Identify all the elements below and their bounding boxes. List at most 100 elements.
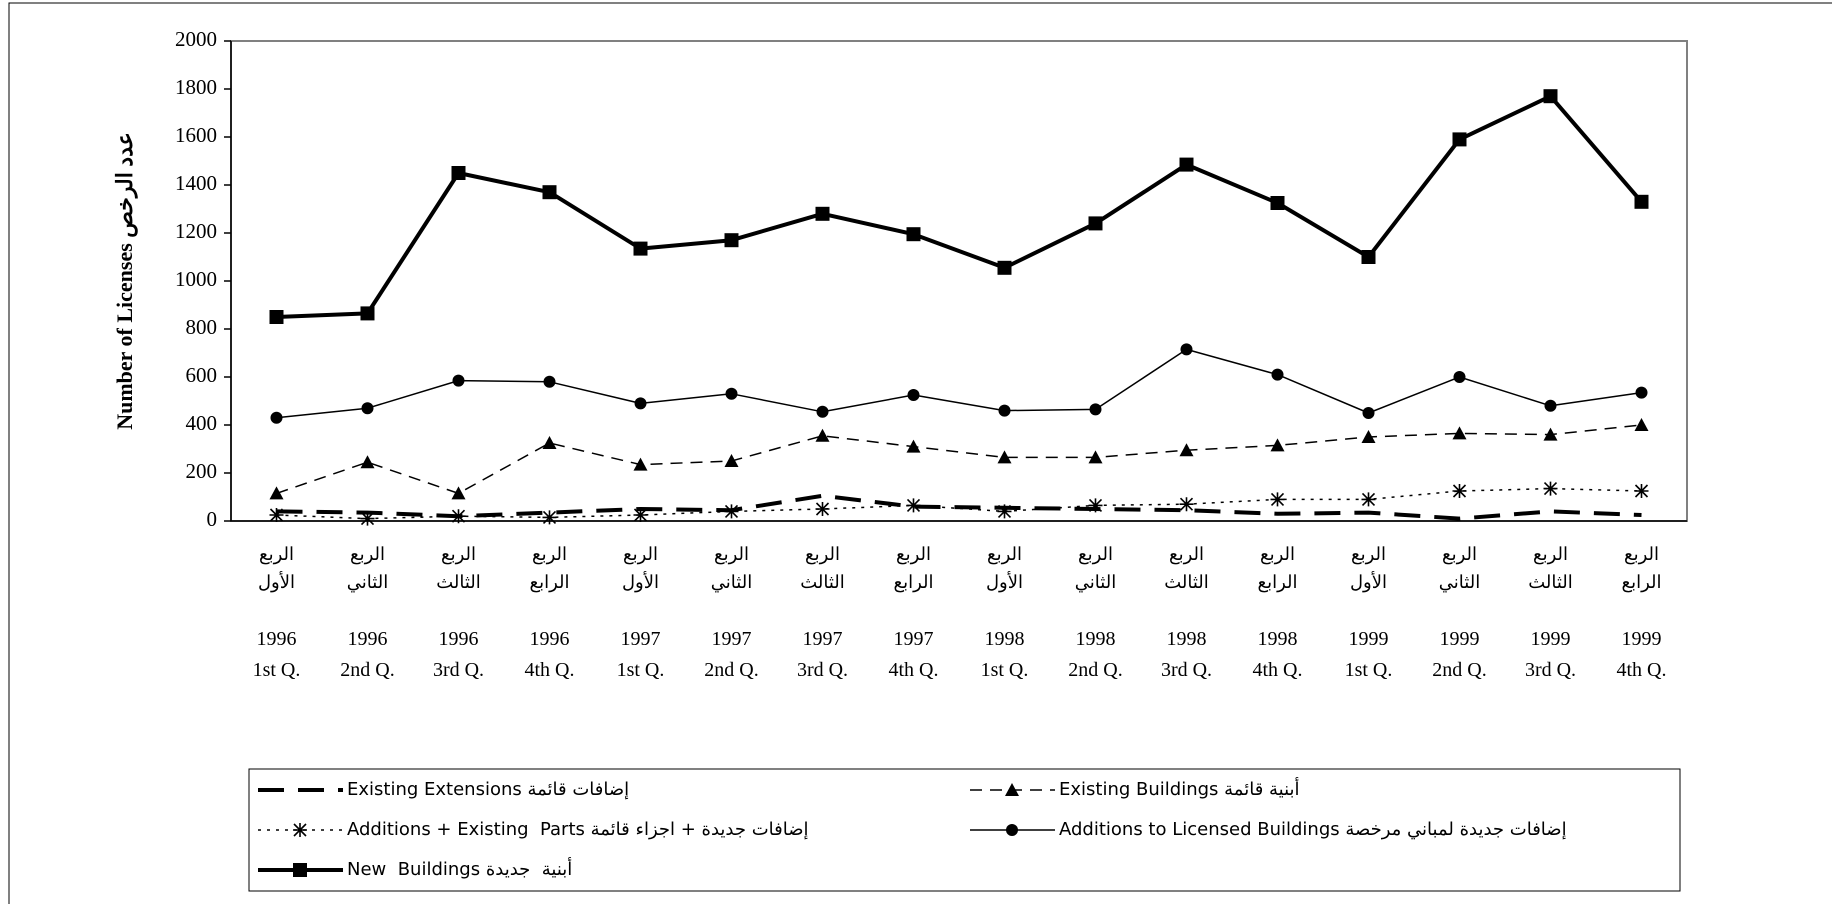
x-tick-label: 1997 2nd Q. (704, 628, 758, 681)
marker-square (997, 260, 1012, 275)
legend-label: Additions to Licensed Buildings إضافات ج… (1059, 819, 1567, 840)
x-tick-label-ar: الربع الثاني (347, 544, 388, 592)
marker-square (815, 206, 830, 221)
marker-square (1634, 194, 1649, 209)
marker-asterisk (815, 502, 830, 516)
marker (724, 454, 739, 467)
marker (1452, 132, 1467, 147)
marker-square (293, 863, 307, 877)
marker (1452, 426, 1467, 440)
marker-triangle (1361, 430, 1376, 443)
marker (1635, 386, 1648, 399)
x-tick-label: 1997 3rd Q. (797, 628, 848, 681)
marker (815, 502, 830, 516)
x-tick-label: 1999 4th Q. (1617, 628, 1667, 681)
marker-square (542, 185, 557, 200)
marker-circle (816, 405, 829, 418)
marker-asterisk (542, 510, 557, 525)
x-tick-label-ar: الربع الثاني (711, 544, 752, 592)
marker (1543, 481, 1558, 496)
x-tick-label: 1996 1st Q. (253, 628, 301, 681)
marker-circle (1362, 407, 1375, 419)
marker-triangle (1270, 438, 1285, 452)
marker (633, 508, 648, 522)
marker-asterisk (633, 508, 648, 522)
marker-triangle (269, 486, 284, 500)
marker (1362, 407, 1375, 419)
marker-asterisk (906, 498, 921, 513)
legend-box (248, 768, 1681, 892)
marker-triangle (1005, 783, 1019, 796)
marker (633, 457, 648, 471)
x-tick-label-ar: الربع الثالث (1164, 544, 1209, 592)
marker-triangle (997, 450, 1012, 464)
marker (724, 233, 739, 248)
marker (1453, 371, 1466, 383)
y-tick-label: 2000 (175, 27, 217, 51)
marker-asterisk (1543, 481, 1558, 496)
y-tick-label: 1400 (175, 171, 217, 195)
y-tick-label: 0 (207, 507, 218, 531)
x-tick-label: 1999 1st Q. (1345, 628, 1393, 681)
y-tick-label: 1000 (175, 267, 217, 291)
marker-circle (543, 375, 556, 388)
marker (451, 486, 466, 500)
marker (1088, 216, 1103, 231)
marker (815, 206, 830, 221)
marker (1179, 157, 1194, 172)
x-tick-label-ar: الربع الأول (986, 544, 1023, 593)
marker-circle (907, 389, 920, 401)
y-tick-label: 1800 (175, 75, 217, 99)
x-tick-label: 1998 4th Q. (1253, 628, 1303, 681)
marker-square (1088, 216, 1103, 231)
marker (1006, 824, 1018, 836)
x-tick-label: 1998 2nd Q. (1068, 628, 1122, 681)
marker-triangle (542, 436, 557, 449)
y-tick-label: 600 (186, 363, 218, 387)
marker (269, 508, 284, 522)
marker (1361, 250, 1376, 264)
marker (816, 405, 829, 418)
marker (1088, 498, 1103, 513)
marker-circle (1089, 403, 1102, 416)
marker-square (1270, 196, 1285, 210)
marker (1179, 443, 1194, 457)
x-tick-label-ar: الربع الأول (622, 544, 659, 593)
series-line (276, 94, 1644, 319)
marker-circle (1180, 343, 1193, 356)
marker-circle (998, 404, 1011, 417)
y-axis-title: Number of Licenses عدد الرخص (112, 132, 138, 430)
marker (998, 404, 1011, 417)
marker-square (724, 233, 739, 248)
marker-circle (1635, 386, 1648, 399)
marker (360, 455, 375, 469)
marker (1271, 368, 1284, 381)
marker-square (1179, 157, 1194, 172)
marker (1543, 89, 1558, 104)
marker-square (906, 227, 921, 242)
x-tick-label: 1997 4th Q. (889, 628, 939, 681)
marker (1452, 484, 1467, 498)
x-tick-label: 1998 3rd Q. (1161, 628, 1212, 681)
marker (270, 411, 283, 424)
marker (724, 504, 739, 519)
marker-triangle (1543, 427, 1558, 441)
marker (543, 375, 556, 388)
series-line (276, 424, 1642, 495)
marker-triangle (633, 457, 648, 471)
x-tick-label: 1999 3rd Q. (1525, 628, 1576, 681)
marker-triangle (1452, 426, 1467, 440)
y-tick-label: 1600 (175, 123, 217, 147)
marker-asterisk (1634, 484, 1649, 498)
marker-square (1543, 89, 1558, 104)
marker (725, 387, 738, 400)
marker-asterisk (997, 504, 1012, 519)
marker-asterisk (360, 511, 375, 526)
marker (1270, 492, 1285, 507)
x-tick-label-ar: الربع الرابع (893, 544, 933, 593)
marker (542, 185, 557, 200)
y-tick-label: 400 (186, 411, 218, 435)
plot-frame (230, 40, 1688, 522)
marker-circle (452, 374, 465, 387)
marker-square (269, 310, 284, 324)
